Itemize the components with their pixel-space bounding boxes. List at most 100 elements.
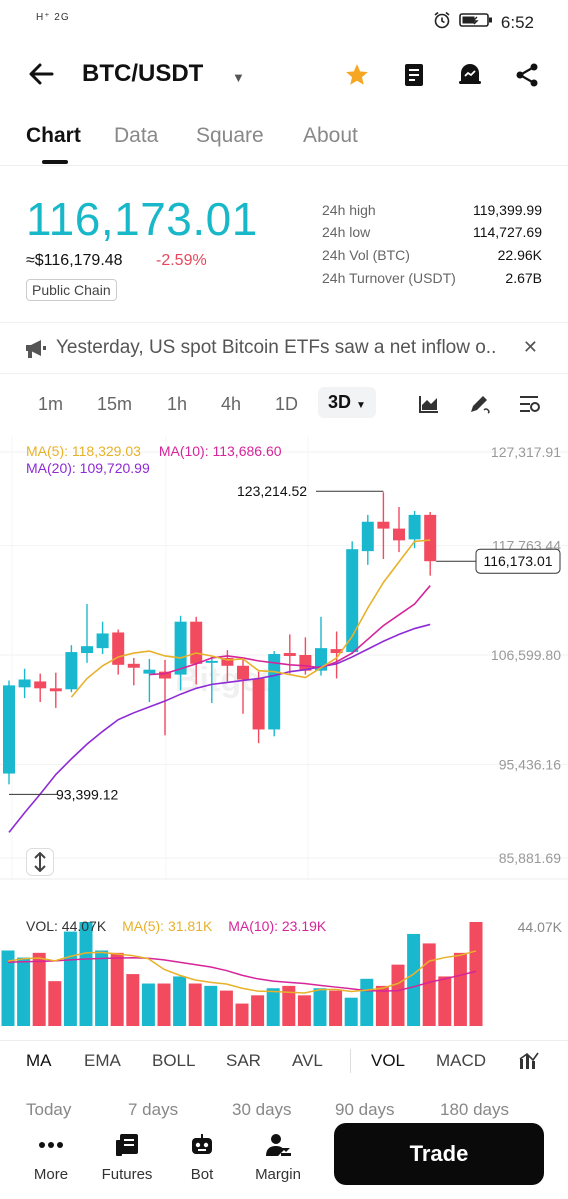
volume-bar [110, 952, 124, 1026]
volume-bar [375, 985, 389, 1026]
interval-3d-label: 3D [328, 392, 352, 412]
expand-vertical-icon[interactable] [26, 848, 54, 876]
more-dots-icon [16, 1128, 86, 1162]
candle [330, 631, 343, 679]
tab-about[interactable]: About [303, 124, 358, 147]
notes-icon[interactable] [402, 62, 426, 93]
indicator-settings-icon[interactable] [518, 1051, 540, 1076]
indicator-avl[interactable]: AVL [292, 1051, 323, 1070]
tab-chart[interactable]: Chart [26, 124, 81, 147]
price-alert-icon[interactable] [456, 60, 484, 93]
stat-label: 24h high [322, 202, 376, 218]
volume-bar [141, 983, 155, 1026]
candle [237, 657, 249, 714]
clock-time: 6:52 [500, 12, 534, 32]
tab-data[interactable]: Data [114, 124, 159, 147]
stat-value: 119,399.99 [472, 202, 542, 218]
alarm-icon [433, 11, 451, 34]
vol-ma10-label: MA(10): 23.19K [228, 918, 327, 934]
tab-square[interactable]: Square [196, 124, 264, 147]
indicator-macd[interactable]: MACD [436, 1051, 487, 1070]
star-icon[interactable] [344, 62, 370, 93]
category-chip[interactable]: Public Chain [26, 279, 117, 301]
chevron-down-icon: ▼ [356, 400, 366, 411]
news-banner[interactable]: Yesterday, US spot Bitcoin ETFs saw a ne… [0, 322, 568, 374]
candle [393, 507, 405, 553]
volume-bar [438, 976, 452, 1026]
price-chart[interactable]: Bitget 127,317.91117,763.44106,599.8095,… [0, 436, 568, 880]
volume-bar [469, 922, 483, 1026]
volume-bar [1, 950, 15, 1026]
volume-max-label: 44.07K [518, 919, 563, 935]
range-7d[interactable]: 7 days [128, 1100, 179, 1119]
candle [112, 629, 125, 675]
header: BTC/USDT ▼ [0, 50, 568, 100]
trade-button[interactable]: Trade [334, 1123, 544, 1185]
share-icon[interactable] [514, 62, 540, 93]
range-tabs: Today 7 days 30 days 90 days 180 days [0, 1096, 568, 1120]
pair-title[interactable]: BTC/USDT [82, 60, 204, 87]
range-today[interactable]: Today [26, 1100, 72, 1119]
candle [65, 645, 78, 693]
interval-1d[interactable]: 1D [275, 394, 299, 414]
y-tick-label: 85,881.69 [499, 850, 561, 866]
close-icon[interactable]: ✕ [522, 337, 538, 357]
interval-15m[interactable]: 15m [97, 394, 133, 414]
nav-bot[interactable]: Bot [167, 1128, 237, 1183]
news-text[interactable]: Yesterday, US spot Bitcoin ETFs saw a ne… [56, 337, 496, 358]
candle [34, 673, 47, 703]
volume-bar [422, 943, 436, 1026]
divider [350, 1049, 351, 1073]
nav-margin[interactable]: Margin [243, 1128, 313, 1183]
pair-dropdown-icon[interactable]: ▼ [232, 70, 245, 85]
candle [49, 672, 62, 708]
volume-bar [188, 983, 202, 1026]
volume-bar [360, 978, 374, 1026]
interval-4h[interactable]: 4h [221, 394, 242, 414]
nav-more[interactable]: More [16, 1128, 86, 1183]
bottom-nav: More Futures Bot Margin Trade [0, 1120, 568, 1199]
chart-settings-icon[interactable] [518, 394, 542, 419]
chart-type-icon[interactable] [418, 394, 440, 419]
vol-ma10-line [7, 957, 477, 992]
price-usd: ≈$116,179.48 [26, 252, 123, 269]
candle [18, 668, 31, 699]
nav-futures[interactable]: Futures [92, 1128, 162, 1183]
battery-icon [459, 12, 493, 33]
low-annotation: 93,399.12 [56, 786, 118, 802]
interval-1m[interactable]: 1m [38, 394, 64, 414]
volume-chart[interactable]: 44.07K [0, 910, 568, 1030]
back-arrow-icon[interactable] [28, 62, 54, 91]
vol-label: VOL: 44.07K [26, 918, 107, 934]
volume-bar [391, 964, 405, 1026]
nav-bot-label: Bot [190, 1166, 214, 1183]
megaphone-icon [24, 338, 48, 365]
candle [3, 680, 15, 785]
indicator-boll[interactable]: BOLL [152, 1051, 196, 1070]
candle [252, 671, 265, 744]
stat-label: 24h Turnover (USDT) [322, 270, 456, 286]
range-30d[interactable]: 30 days [232, 1100, 292, 1119]
volume-bars [1, 922, 483, 1026]
interval-1h[interactable]: 1h [167, 394, 188, 414]
volume-bar [297, 995, 311, 1026]
volume-bar [32, 952, 46, 1026]
indicator-ema[interactable]: EMA [84, 1051, 121, 1070]
indicator-ma[interactable]: MA [26, 1051, 52, 1070]
volume-ma-lines [7, 950, 477, 994]
stats-panel: 24h high 119,399.99 24h low 114,727.69 2… [0, 200, 568, 296]
volume-bar [453, 952, 467, 1026]
vol-ma5-line [7, 950, 477, 994]
range-180d[interactable]: 180 days [440, 1100, 509, 1119]
range-90d[interactable]: 90 days [335, 1100, 395, 1119]
indicator-vol[interactable]: VOL [371, 1051, 406, 1070]
draw-tool-icon[interactable] [468, 392, 492, 421]
candle [174, 615, 187, 691]
ma10-label: MA(10): 113,686.60 [158, 443, 282, 459]
interval-3d[interactable]: 3D ▼ [318, 387, 376, 418]
margin-icon [243, 1128, 313, 1162]
indicator-sar[interactable]: SAR [226, 1051, 261, 1070]
volume-bar [126, 974, 140, 1026]
volume-bar [63, 931, 77, 1026]
candle [424, 511, 437, 576]
